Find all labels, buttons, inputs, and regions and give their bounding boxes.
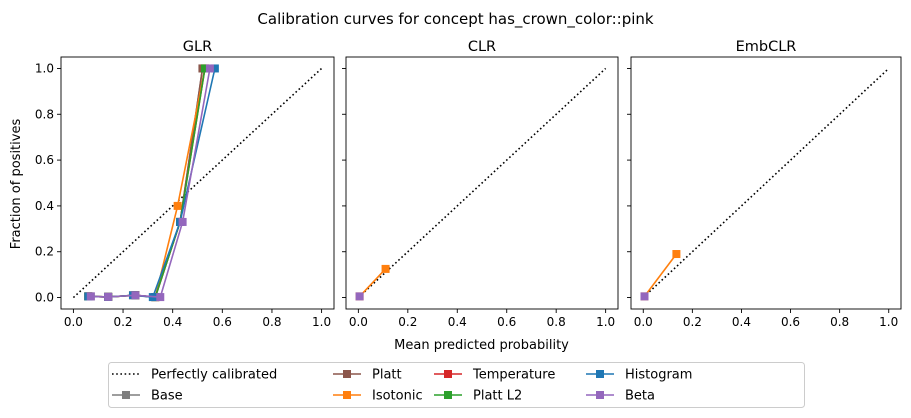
perfectly-calibrated-line [642, 67, 890, 299]
y-tick-label: 0.0 [35, 291, 54, 305]
x-tick-label: 1.0 [596, 315, 615, 329]
series-line-isotonic [359, 268, 387, 297]
data-point-beta [86, 292, 95, 301]
legend-item-base: Base [112, 389, 183, 404]
legend-label: Base [151, 389, 183, 404]
subplot-glr: GLR 0.0 0.2 0.4 0.6 0.8 1.0 0.0 0.2 0.4 0.6 0.8 1.0 [35, 39, 335, 329]
perfectly-calibrated-line [72, 67, 323, 299]
legend-item-platt-l2: Platt L2 [434, 389, 522, 404]
subplot-clr: CLR 0.0 0.2 0.4 0.6 0.8 1.0 [342, 39, 619, 329]
legend-swatch-marker [596, 370, 604, 378]
plot-frame [60, 56, 335, 310]
y-tick-label: 1.0 [35, 61, 54, 75]
plot-frame [345, 56, 619, 310]
y-axis-label: Fraction of positives [9, 119, 24, 250]
legend-item-histogram: Histogram [586, 368, 692, 383]
x-tick-label: 0.6 [497, 315, 516, 329]
x-tick-label: 0.2 [398, 315, 417, 329]
series-beta [86, 64, 214, 302]
subplot-title-clr: CLR [468, 39, 496, 55]
x-tick-label: 1.0 [312, 315, 331, 329]
data-point-beta [156, 293, 165, 302]
legend-item-platt: Platt [333, 368, 402, 383]
x-tick-label: 0.2 [683, 315, 702, 329]
legend-item-beta: Beta [586, 389, 655, 404]
x-tick-label: 1.0 [879, 315, 898, 329]
series-beta [640, 292, 649, 301]
x-tick-label: 0.6 [213, 315, 232, 329]
plot-area [355, 67, 607, 301]
x-tick-label: 0.0 [64, 315, 83, 329]
x-tick-label: 0.8 [547, 315, 566, 329]
subplot-title-glr: GLR [183, 39, 212, 55]
data-point-beta [640, 292, 649, 301]
series-platt [84, 64, 207, 302]
legend-label: Beta [625, 389, 655, 404]
x-tick-label: 0.2 [113, 315, 132, 329]
data-point-beta [205, 64, 214, 73]
plot-frame [630, 56, 902, 310]
series-line-histogram [88, 68, 216, 298]
x-tick-label: 0.0 [349, 315, 368, 329]
series-line-platt-l2 [88, 68, 206, 298]
series-line-platt [88, 68, 204, 298]
data-point-isotonic [672, 250, 681, 259]
legend-swatch-marker [444, 391, 452, 399]
x-tick-label: 0.8 [262, 315, 281, 329]
data-point-beta [131, 291, 140, 300]
legend-swatch-marker [343, 391, 351, 399]
series-line-beta [90, 68, 211, 298]
data-point-beta [104, 292, 113, 301]
data-point-histogram [210, 64, 219, 73]
figure-suptitle: Calibration curves for concept has_crown… [257, 10, 653, 29]
x-tick-label: 0.4 [163, 315, 182, 329]
data-point-beta [178, 217, 187, 226]
y-tick-label: 0.4 [35, 199, 54, 213]
legend: Perfectly calibrated Base Platt Isotonic Tem… [108, 362, 805, 408]
legend-item-perfectly-calibrated: Perfectly calibrated [112, 368, 277, 383]
data-point-platt-l2 [200, 64, 209, 73]
perfectly-calibrated-line [357, 67, 607, 299]
data-point-isotonic [381, 264, 390, 273]
legend-label: Isotonic [372, 389, 423, 404]
x-tick-label: 0.8 [830, 315, 849, 329]
series-beta [355, 292, 364, 301]
legend-label: Perfectly calibrated [151, 368, 277, 383]
x-tick-label: 0.0 [634, 315, 653, 329]
x-tick-label: 0.4 [732, 315, 751, 329]
subplot-title-embclr: EmbCLR [736, 39, 797, 55]
x-tick-label: 0.6 [781, 315, 800, 329]
legend-label: Platt [372, 368, 402, 383]
legend-swatch-marker [122, 391, 130, 399]
legend-swatch-marker [444, 370, 452, 378]
legend-label: Platt L2 [473, 389, 522, 404]
legend-box [108, 362, 805, 408]
y-tick-label: 0.6 [35, 153, 54, 167]
legend-swatch-marker [343, 370, 351, 378]
plot-area [72, 64, 323, 302]
legend-label: Histogram [625, 368, 692, 383]
data-point-isotonic [173, 201, 182, 210]
legend-label: Temperature [472, 368, 555, 383]
series-line-isotonic [88, 68, 206, 298]
legend-item-temperature: Temperature [434, 368, 555, 383]
y-tick-label: 0.8 [35, 107, 54, 121]
legend-swatch-marker [596, 391, 604, 399]
x-axis-label: Mean predicted probability [394, 338, 569, 353]
plot-area [640, 67, 890, 301]
data-point-beta [355, 292, 364, 301]
x-tick-label: 0.4 [448, 315, 467, 329]
subplot-embclr: EmbCLR 0.0 0.2 0.4 0.6 0.8 1.0 [627, 39, 902, 329]
series-line-temperature [88, 68, 206, 298]
series-line-isotonic [643, 253, 678, 297]
legend-item-isotonic: Isotonic [333, 389, 423, 404]
y-tick-label: 0.2 [35, 245, 54, 259]
